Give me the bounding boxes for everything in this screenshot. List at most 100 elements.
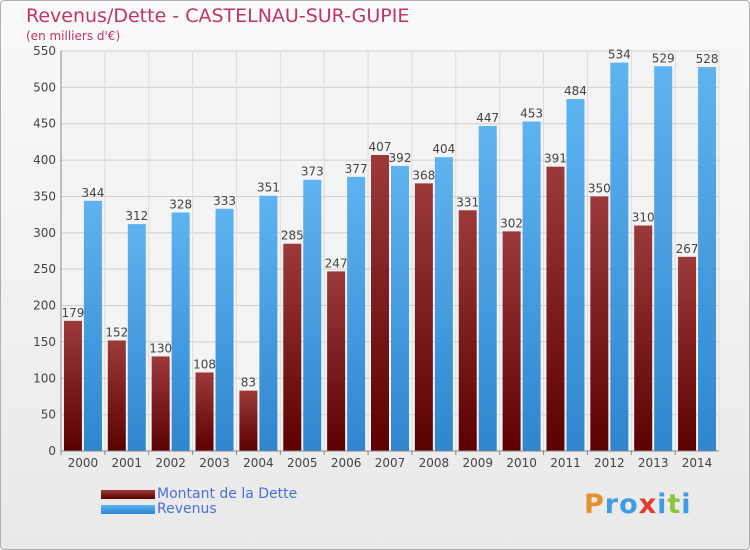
y-tick-label: 250 <box>33 262 56 276</box>
y-tick-label: 0 <box>48 444 56 458</box>
data-label: 152 <box>105 325 128 339</box>
revenus-bar <box>610 62 629 452</box>
debt-bar <box>63 320 82 451</box>
revenus-bar <box>654 66 673 451</box>
x-tick-label: 2005 <box>287 456 318 470</box>
data-label: 328 <box>169 197 192 211</box>
data-label: 331 <box>456 195 479 209</box>
logo-letter: t <box>667 489 682 520</box>
chart-subtitle: (en milliers d'€) <box>26 29 121 43</box>
logo-letter: x <box>638 489 658 520</box>
x-tick-label: 2009 <box>462 456 493 470</box>
y-tick-label: 150 <box>33 335 56 349</box>
data-label: 484 <box>564 84 587 98</box>
logo-letter: P <box>584 489 605 520</box>
data-label: 377 <box>345 162 368 176</box>
logo-letter: r <box>604 489 620 520</box>
data-label: 312 <box>125 209 148 223</box>
debt-bar <box>458 210 477 451</box>
data-label: 453 <box>520 107 543 121</box>
debt-bar <box>239 390 258 451</box>
revenus-bar <box>522 121 541 451</box>
legend-item-debt: Montant de la Dette <box>101 487 297 502</box>
data-label: 333 <box>213 194 236 208</box>
revenus-bar <box>566 99 585 451</box>
revenus-bar <box>698 67 717 451</box>
debt-bar <box>371 155 389 451</box>
data-label: 179 <box>61 306 84 320</box>
plot-area <box>61 51 719 451</box>
x-tick-label: 2008 <box>419 456 450 470</box>
y-tick-label: 100 <box>33 371 56 385</box>
x-tick-label: 2001 <box>112 456 143 470</box>
data-label: 391 <box>544 152 567 166</box>
x-tick-label: 2000 <box>68 456 99 470</box>
y-tick-label: 500 <box>33 80 56 94</box>
debt-bar <box>327 271 346 451</box>
debt-bar <box>195 372 214 451</box>
legend: Montant de la Dette Revenus <box>101 487 297 517</box>
data-label: 350 <box>588 181 611 195</box>
y-tick-label: 450 <box>33 117 56 131</box>
debt-bar <box>107 340 126 451</box>
y-tick-label: 350 <box>33 189 56 203</box>
x-tick-label: 2010 <box>506 456 537 470</box>
y-tick-label: 300 <box>33 226 56 240</box>
data-label: 285 <box>281 229 304 243</box>
revenus-bar <box>391 165 409 451</box>
data-label: 247 <box>325 256 348 270</box>
data-label: 447 <box>476 111 499 125</box>
data-label: 108 <box>193 357 216 371</box>
revenus-bar <box>215 208 234 451</box>
data-label: 404 <box>432 142 455 156</box>
revenus-bar <box>347 176 366 451</box>
data-label: 368 <box>412 168 435 182</box>
debt-bar <box>590 196 609 451</box>
data-label: 267 <box>676 242 699 256</box>
data-label: 534 <box>608 48 631 62</box>
debt-bar <box>414 183 433 451</box>
data-label: 130 <box>149 341 172 355</box>
data-label: 351 <box>257 181 280 195</box>
revenus-bar <box>171 212 190 451</box>
legend-label-debt: Montant de la Dette <box>157 486 298 502</box>
x-tick-label: 2003 <box>199 456 230 470</box>
revenus-bar <box>434 157 453 451</box>
legend-label-revenus: Revenus <box>157 501 217 517</box>
logo-letter: i <box>681 489 692 520</box>
x-tick-label: 2012 <box>594 456 625 470</box>
legend-swatch-revenus <box>101 505 155 514</box>
legend-item-revenus: Revenus <box>101 502 297 517</box>
debt-bar <box>634 225 653 451</box>
data-label: 83 <box>241 376 256 390</box>
legend-swatch-debt <box>101 490 155 499</box>
proxiti-logo: Proxiti <box>584 489 692 520</box>
data-label: 310 <box>632 211 655 225</box>
data-label: 407 <box>369 140 392 154</box>
data-label: 344 <box>81 186 104 200</box>
chart-title: Revenus/Dette - CASTELNAU-SUR-GUPIE <box>26 5 410 27</box>
x-tick-label: 2013 <box>638 456 669 470</box>
debt-bar <box>151 356 170 451</box>
y-tick-label: 50 <box>41 408 56 422</box>
logo-letter: i <box>657 489 668 520</box>
data-label: 302 <box>500 216 523 230</box>
x-tick-label: 2004 <box>243 456 274 470</box>
x-tick-label: 2006 <box>331 456 362 470</box>
revenus-bar <box>303 179 322 451</box>
revenus-bar <box>259 195 278 451</box>
data-label: 529 <box>652 51 675 65</box>
revenus-bar <box>478 125 497 451</box>
debt-bar <box>283 243 302 451</box>
data-label: 373 <box>301 165 324 179</box>
x-tick-label: 2011 <box>550 456 581 470</box>
data-label: 528 <box>696 52 719 66</box>
revenus-bar <box>127 224 146 451</box>
x-tick-label: 2007 <box>375 456 406 470</box>
revenus-bar <box>83 200 102 451</box>
y-tick-label: 200 <box>33 299 56 313</box>
y-tick-label: 400 <box>33 153 56 167</box>
logo-letter: o <box>619 489 639 520</box>
